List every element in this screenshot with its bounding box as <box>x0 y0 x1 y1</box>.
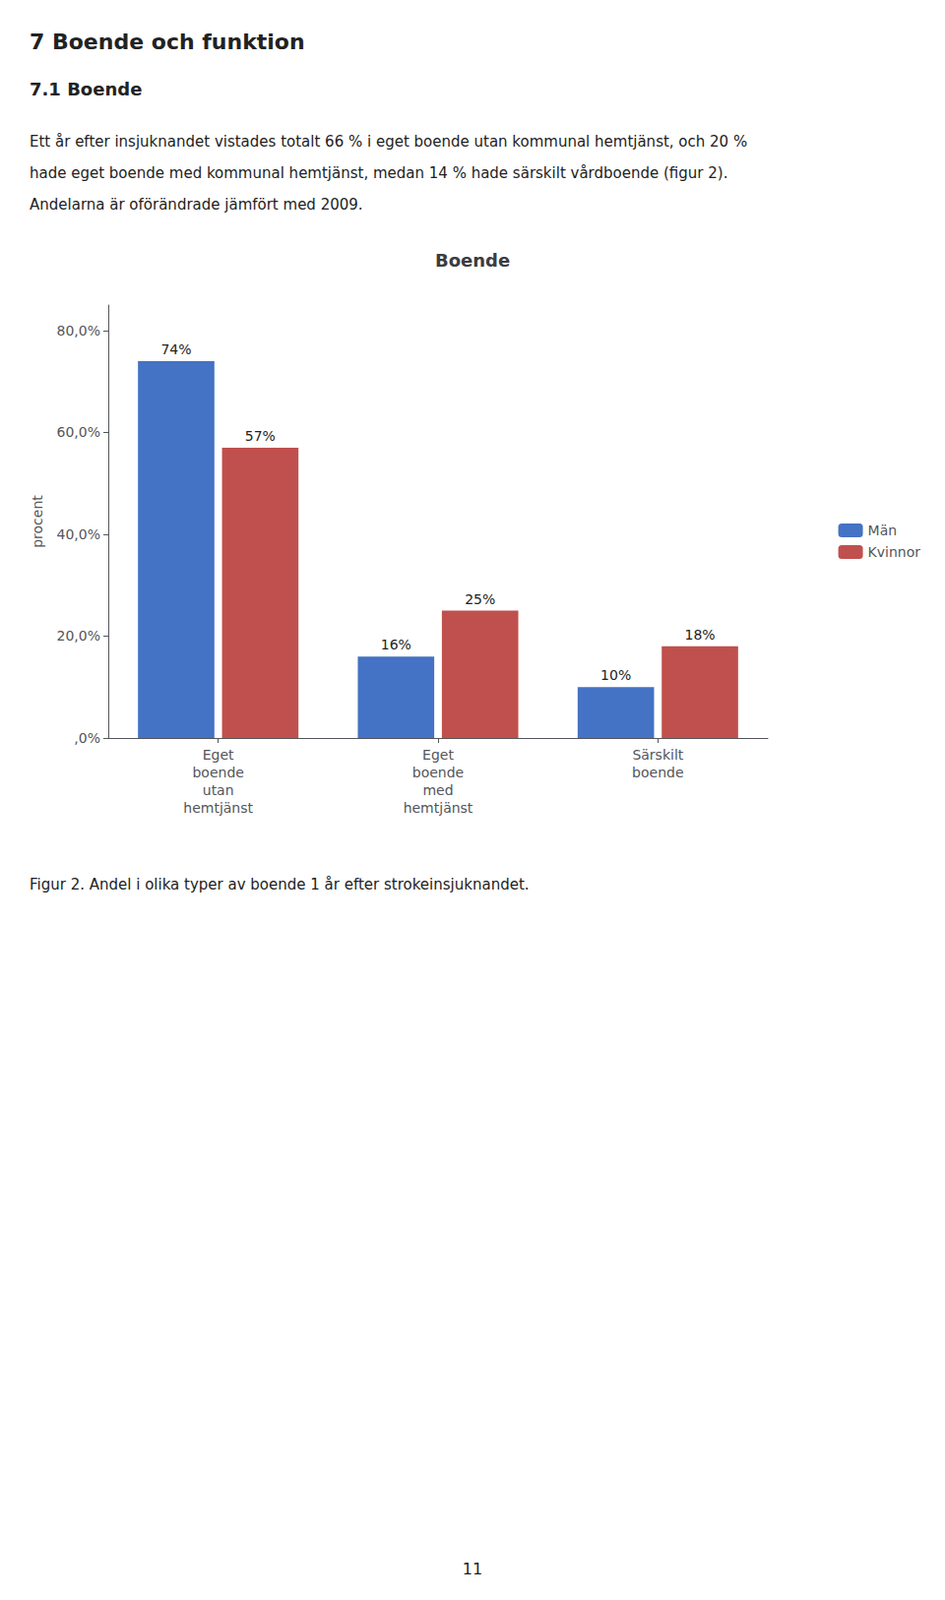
svg-text:Kvinnor: Kvinnor <box>868 544 922 561</box>
svg-text:med: med <box>422 782 453 799</box>
svg-text:40,0%: 40,0% <box>57 526 101 543</box>
html-text:7.1 Boende: 7.1 Boende <box>29 78 143 100</box>
svg-text:20,0%: 20,0% <box>57 628 101 644</box>
svg-text:Särskilt: Särskilt <box>631 747 684 763</box>
svg-text:Eget: Eget <box>202 747 235 763</box>
svg-text:boende: boende <box>631 764 684 781</box>
html-text:hade eget boende med kommunal: hade eget boende med kommunal hemtjänst,… <box>29 164 728 183</box>
svg-text:procent: procent <box>29 495 46 549</box>
svg-text:utan: utan <box>202 782 235 799</box>
svg-text:,0%: ,0% <box>73 730 101 747</box>
html-text:11: 11 <box>462 1560 483 1579</box>
svg-text:hemtjänst: hemtjänst <box>183 800 253 817</box>
svg-text:boende: boende <box>191 764 244 781</box>
html-text:Ett år efter insjuknandet vist: Ett år efter insjuknandet vistades total… <box>29 132 748 151</box>
svg-text:hemtjänst: hemtjänst <box>403 800 474 817</box>
html-text:Andelarna är oförändrade jämfö: Andelarna är oförändrade jämfört med 200… <box>29 195 363 214</box>
svg-text:10%: 10% <box>600 667 631 684</box>
svg-text:18%: 18% <box>684 627 715 643</box>
svg-text:80,0%: 80,0% <box>57 322 101 339</box>
html-text:7 Boende och funktion: 7 Boende och funktion <box>29 29 305 55</box>
svg-text:60,0%: 60,0% <box>57 424 101 441</box>
svg-text:57%: 57% <box>245 428 276 444</box>
svg-text:boende: boende <box>412 764 464 781</box>
svg-text:74%: 74% <box>160 341 191 358</box>
svg-text:Män: Män <box>868 522 898 539</box>
svg-text:Eget: Eget <box>422 747 454 763</box>
svg-text:Boende: Boende <box>435 250 510 271</box>
html-text:Figur 2. Andel i olika typer a: Figur 2. Andel i olika typer av boende 1… <box>29 876 530 894</box>
svg-text:16%: 16% <box>380 636 412 653</box>
svg-text:25%: 25% <box>464 591 496 608</box>
